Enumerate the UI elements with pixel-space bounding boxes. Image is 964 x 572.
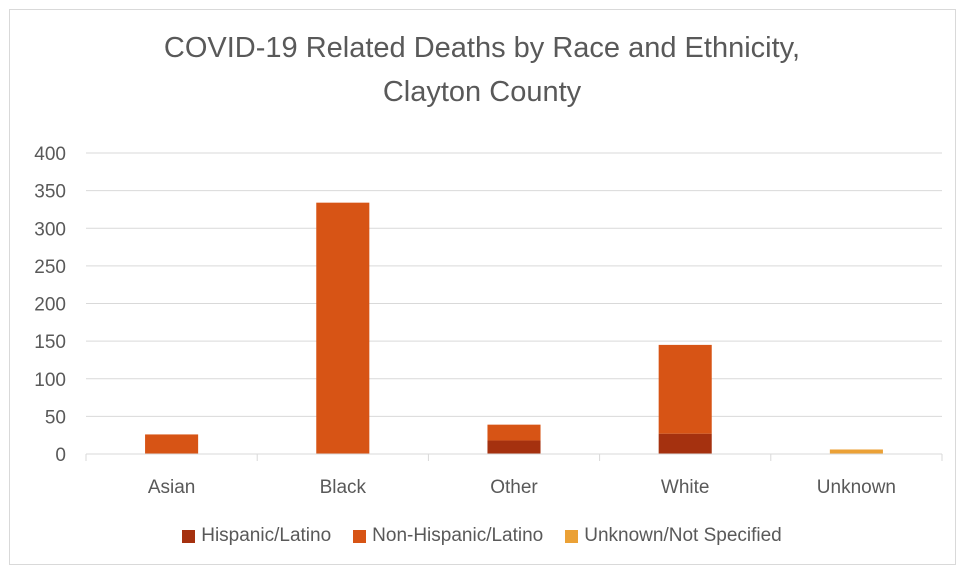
x-axis-ticks: Asian Black Other White Unknown [148, 477, 896, 498]
x-tick-label: White [661, 477, 710, 498]
bar-segment [829, 449, 883, 454]
bar-segment [658, 433, 712, 454]
y-tick-label: 350 [34, 182, 66, 203]
y-tick-label: 0 [55, 445, 66, 466]
x-axis [85, 453, 943, 461]
y-tick-label: 200 [34, 295, 66, 316]
x-tick-label: Asian [148, 477, 196, 498]
y-axis-ticks: 0 50 100 150 200 250 300 350 400 [34, 144, 66, 466]
chart-title: COVID-19 Related Deaths by Race and Ethn… [0, 26, 964, 114]
legend-item: Unknown/Not Specified [565, 525, 782, 547]
bars [145, 202, 883, 454]
chart-title-line-2: Clayton County [382, 76, 582, 108]
y-tick-label: 150 [34, 332, 66, 353]
bar-segment [487, 424, 541, 441]
y-tick-label: 300 [34, 219, 66, 240]
bar-segment [145, 434, 199, 454]
bar-segment [316, 202, 370, 454]
x-tick-label: Unknown [817, 477, 896, 498]
y-tick-label: 250 [34, 257, 66, 278]
legend-label: Hispanic/Latino [201, 525, 332, 546]
legend-item: Hispanic/Latino [182, 525, 331, 547]
bar-segment [658, 344, 712, 434]
y-tick-label: 100 [34, 370, 66, 391]
legend-swatch [565, 529, 579, 543]
legend-label: Unknown/Not Specified [584, 525, 782, 546]
legend-label: Non-Hispanic/Latino [372, 525, 544, 546]
chart-frame [9, 9, 956, 565]
legend-swatch [353, 529, 367, 543]
legend-item: Non-Hispanic/Latino [353, 525, 543, 547]
x-tick-label: Black [320, 477, 367, 498]
bar-segment [487, 440, 541, 454]
legend: Hispanic/Latino Non-Hispanic/Latino Unknow… [0, 525, 964, 547]
chart-title-line-1: COVID-19 Related Deaths by Race and Ethn… [163, 32, 801, 64]
y-tick-label: 400 [34, 144, 66, 165]
gridlines [86, 152, 942, 417]
legend-swatch [182, 529, 196, 543]
x-tick-label: Other [490, 477, 538, 498]
y-tick-label: 50 [45, 407, 66, 428]
